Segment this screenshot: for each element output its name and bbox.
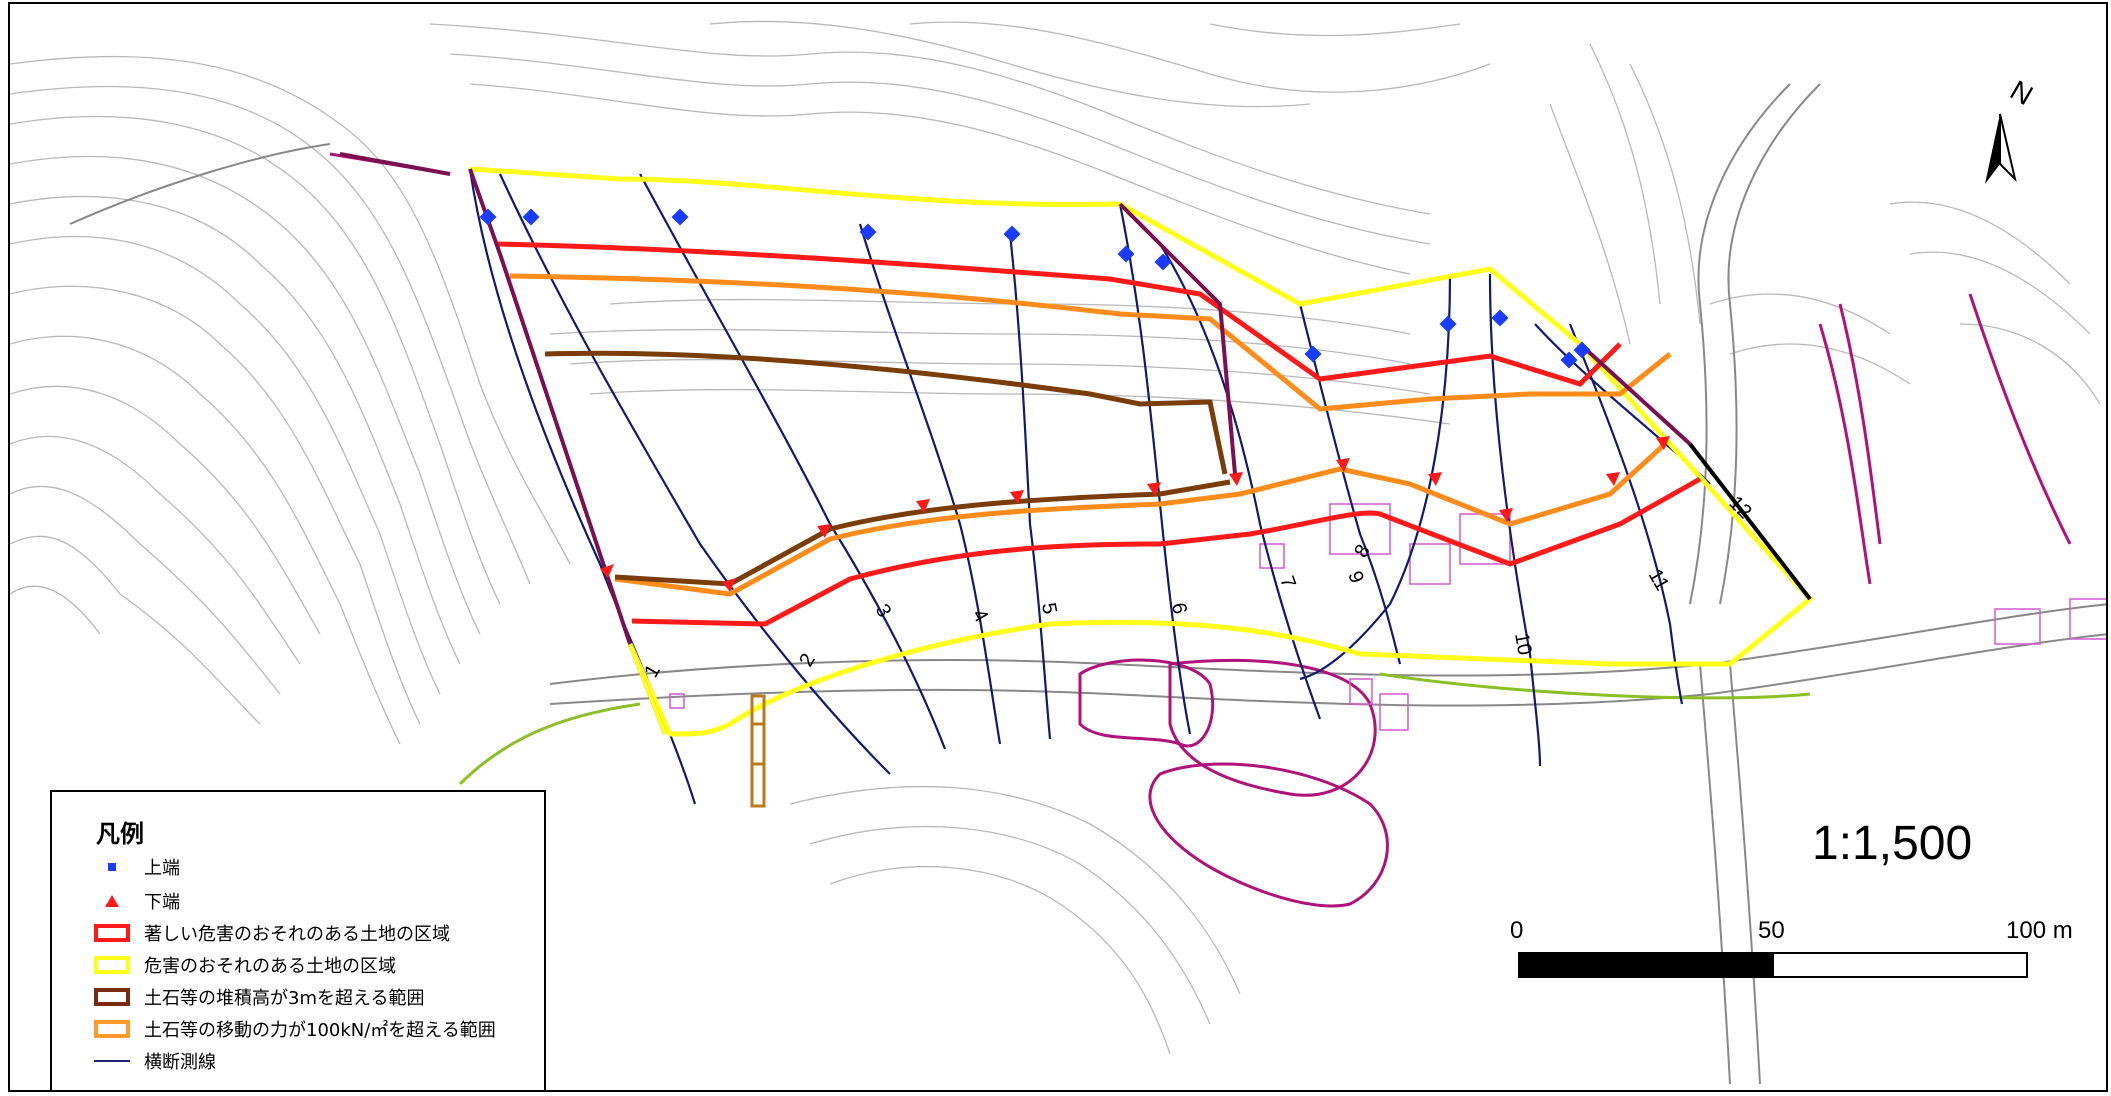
upper-markers bbox=[479, 208, 1591, 369]
legend-item-yellow-zone: 危害のおそれのある土地の区域 bbox=[92, 950, 396, 980]
red-zone-swatch bbox=[94, 924, 130, 942]
section-label: 2 bbox=[795, 650, 820, 671]
scale-ratio: 1:1,500 bbox=[1812, 817, 1973, 870]
orange-zone-swatch bbox=[94, 1020, 130, 1038]
map-canvas: 1 2 3 4 5 6 7 8 9 10 11 12 bbox=[10, 20, 2106, 1085]
map-frame: 1 2 3 4 5 6 7 8 9 10 11 12 N 1:1,500 0 5… bbox=[8, 2, 2108, 1092]
scale-bar-fill bbox=[1520, 954, 1774, 976]
brown-zone bbox=[544, 350, 1231, 587]
legend-title: 凡例 bbox=[96, 820, 144, 848]
upper-marker bbox=[1117, 245, 1135, 263]
section-label: 11 bbox=[1644, 566, 1673, 595]
legend-label: 著しい危害のおそれのある土地の区域 bbox=[144, 924, 450, 945]
lower-marker bbox=[1147, 482, 1161, 496]
legend-box: 凡例 上端 下端 著しい危害のおそれのある土地の区域 危害のおそれのある土地の区… bbox=[50, 790, 546, 1090]
legend-label: 上端 bbox=[144, 858, 180, 879]
legend-item-red-zone: 著しい危害のおそれのある土地の区域 bbox=[92, 918, 450, 948]
yellow-zone-swatch bbox=[94, 956, 130, 974]
scale-bar bbox=[1518, 952, 2028, 978]
legend-label: 下端 bbox=[144, 892, 180, 913]
lower-marker bbox=[817, 524, 831, 538]
lower-marker bbox=[1499, 508, 1513, 522]
section-line-swatch bbox=[94, 1060, 130, 1062]
contour-lines bbox=[10, 20, 2101, 1055]
scale-label-50: 50 bbox=[1758, 917, 1785, 944]
section-label: 9 bbox=[1343, 568, 1367, 586]
lower-markers bbox=[600, 436, 1670, 592]
legend-label: 横断測線 bbox=[144, 1052, 216, 1073]
upper-marker bbox=[1154, 253, 1172, 271]
upper-marker bbox=[1439, 315, 1457, 333]
lower-marker bbox=[1606, 472, 1620, 486]
legend-label: 土石等の移動の力が100kN/㎡を超える範囲 bbox=[144, 1020, 496, 1041]
bridge bbox=[750, 694, 766, 808]
legend-item-section-line: 横断測線 bbox=[92, 1046, 216, 1076]
legend-item-lower: 下端 bbox=[92, 886, 180, 916]
section-label: 8 bbox=[1350, 541, 1375, 562]
lower-marker bbox=[722, 578, 736, 592]
legend-item-upper: 上端 bbox=[92, 852, 180, 882]
orange-zone bbox=[509, 273, 1672, 597]
section-label: 5 bbox=[1037, 601, 1061, 616]
lower-marker bbox=[1229, 472, 1243, 486]
green-paths bbox=[458, 672, 1811, 786]
lower-marker-icon bbox=[105, 895, 119, 907]
section-label: 7 bbox=[1275, 573, 1299, 591]
upper-marker bbox=[671, 208, 689, 226]
section-labels: 1 2 3 4 5 6 7 8 9 10 11 12 bbox=[640, 492, 1755, 682]
north-arrow-icon: N bbox=[1960, 64, 2050, 188]
upper-marker bbox=[1003, 225, 1021, 243]
buildings bbox=[669, 503, 2106, 731]
yellow-zone bbox=[469, 166, 1814, 737]
upper-marker-icon bbox=[108, 863, 116, 871]
legend-item-orange-zone: 土石等の移動の力が100kN/㎡を超える範囲 bbox=[92, 1014, 496, 1044]
upper-marker bbox=[1491, 309, 1509, 327]
boundary-lines bbox=[339, 152, 1812, 735]
brown-zone-swatch bbox=[94, 988, 130, 1006]
scale-label-0: 0 bbox=[1510, 917, 1524, 944]
lower-marker bbox=[916, 499, 930, 513]
lower-marker bbox=[1010, 490, 1024, 504]
section-label: 3 bbox=[871, 601, 896, 622]
section-label: 10 bbox=[1510, 631, 1536, 657]
lower-marker bbox=[1656, 436, 1670, 450]
lower-marker bbox=[1336, 458, 1350, 472]
red-zone bbox=[495, 241, 1702, 627]
scale-label-100: 100 m bbox=[2006, 917, 2073, 944]
north-label: N bbox=[2005, 74, 2038, 111]
upper-marker bbox=[522, 208, 540, 226]
upper-marker bbox=[859, 223, 877, 241]
section-label: 6 bbox=[1167, 601, 1191, 616]
lower-marker bbox=[600, 564, 614, 578]
lower-marker bbox=[1428, 472, 1442, 486]
ponds-buildings bbox=[329, 152, 2072, 908]
legend-label: 土石等の堆積高が3mを超える範囲 bbox=[144, 988, 425, 1009]
legend-item-brown-zone: 土石等の堆積高が3mを超える範囲 bbox=[92, 982, 424, 1012]
legend-label: 危害のおそれのある土地の区域 bbox=[144, 956, 396, 977]
upper-marker bbox=[479, 208, 497, 226]
